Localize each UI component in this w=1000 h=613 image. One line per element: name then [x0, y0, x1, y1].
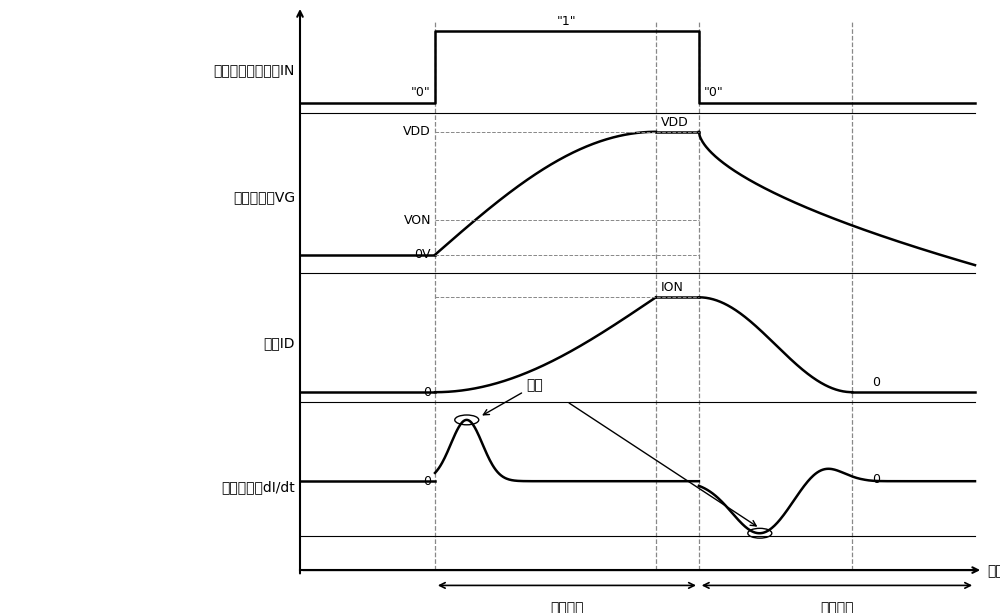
Text: 0V: 0V	[415, 248, 431, 261]
Text: 0: 0	[423, 474, 431, 488]
Text: 电流ID: 电流ID	[264, 337, 295, 350]
Text: 电流变化率dI/dt: 电流变化率dI/dt	[221, 481, 295, 494]
Text: "0": "0"	[410, 86, 430, 99]
Text: 导通时间: 导通时间	[550, 601, 584, 613]
Text: 控制逻辑输入信号IN: 控制逻辑输入信号IN	[214, 64, 295, 77]
Text: 0: 0	[872, 473, 880, 486]
Text: "1": "1"	[557, 15, 577, 28]
Text: 关断时间: 关断时间	[820, 601, 854, 613]
Text: VDD: VDD	[403, 125, 431, 139]
Text: 时间t: 时间t	[987, 563, 1000, 577]
Text: 峰值: 峰值	[483, 378, 544, 415]
Text: 控制端电压VG: 控制端电压VG	[233, 191, 295, 205]
Text: VON: VON	[404, 214, 431, 227]
Text: ION: ION	[661, 281, 684, 294]
Text: 0: 0	[423, 386, 431, 398]
Text: VDD: VDD	[661, 116, 689, 129]
Text: 0: 0	[872, 376, 880, 389]
Text: "0": "0"	[704, 86, 724, 99]
